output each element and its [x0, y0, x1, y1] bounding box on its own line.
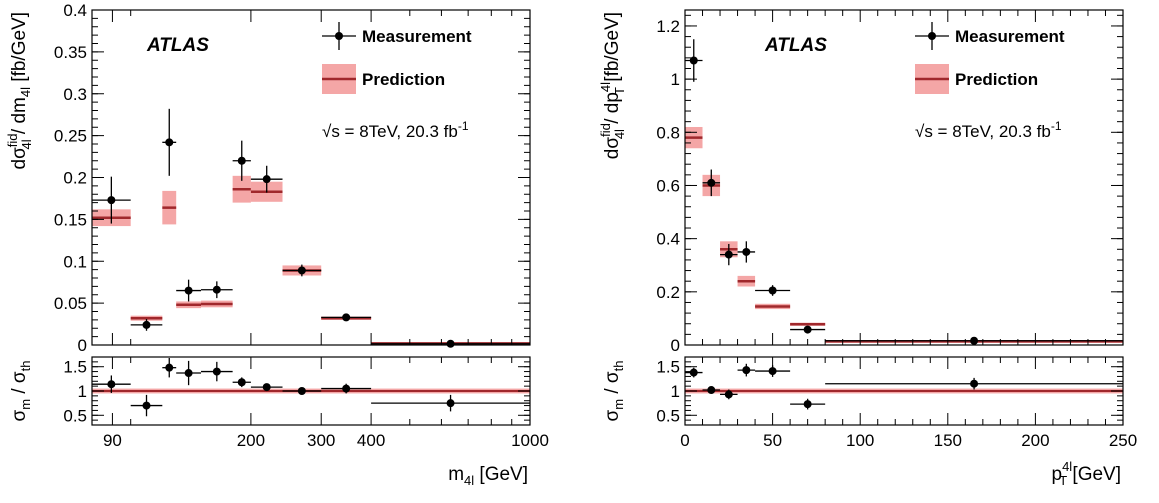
ratio-y-tick-label: 1: [671, 382, 680, 401]
measurement-point: [689, 56, 698, 65]
measurement-point: [237, 156, 246, 165]
legend-measurement-marker: [335, 32, 343, 40]
x-tick-label: 1000: [511, 431, 549, 450]
measurement-point: [342, 313, 351, 322]
measurement-point: [184, 286, 193, 295]
ratio-point: [212, 367, 221, 376]
chart-panel-1: 90 200 300 400 1000 0 0.05 0.1 0.15 0.2 0.25 0.3 0.3…: [5, 1, 549, 488]
ratio-y-tick-label: 0.5: [656, 406, 680, 425]
y-tick-label: 0.25: [54, 127, 87, 146]
y-tick-label: 1.2: [656, 17, 680, 36]
measurement-point: [212, 285, 221, 294]
measurement-point: [742, 247, 751, 256]
ratio-point: [707, 386, 716, 395]
legend-measurement-marker: [928, 32, 936, 40]
x-tick-label: 250: [1109, 431, 1137, 450]
energy-lumi-note: √s = 8TeV, 20.3 fb-1: [322, 119, 469, 141]
x-tick-label: 200: [237, 431, 265, 450]
x-tick-label: 300: [307, 431, 335, 450]
y-tick-label: 0: [671, 336, 680, 355]
measurement-point: [803, 325, 812, 334]
x-tick-label: 0: [680, 431, 689, 450]
x-axis-label: m4l [GeV]: [448, 464, 528, 488]
y-tick-label: 0: [78, 336, 87, 355]
x-tick-label: 90: [103, 431, 122, 450]
measurement-point: [446, 339, 455, 348]
y-tick-label: 0.1: [63, 252, 87, 271]
ratio-point: [184, 369, 193, 378]
legend-prediction-label: Prediction: [955, 70, 1038, 89]
ratio-point: [342, 384, 351, 393]
y-tick-label: 0.3: [63, 85, 87, 104]
ratio-point: [742, 366, 751, 375]
legend-prediction-label: Prediction: [362, 70, 445, 89]
measurement-point: [707, 178, 716, 187]
ratio-point: [446, 399, 455, 408]
ratio-y-axis-label: σm / σth: [9, 361, 33, 422]
y-tick-label: 0.2: [656, 283, 680, 302]
y-tick-label: 1: [671, 70, 680, 89]
y-tick-label: 0.05: [54, 294, 87, 313]
ratio-point: [297, 387, 306, 395]
legend-measurement-label: Measurement: [362, 27, 472, 46]
measurement-point: [165, 138, 174, 147]
measurement-point: [768, 286, 777, 295]
chart-panel-2: 0 50 100 150 200 250 0 0.2 0.4 0.6 0.8 1 1.2 0.5 1 1.5 A…: [598, 9, 1137, 488]
energy-lumi-note: √s = 8TeV, 20.3 fb-1: [915, 119, 1062, 141]
ratio-point: [142, 401, 151, 410]
ratio-y-axis-label: σm / σth: [602, 361, 626, 422]
y-tick-label: 0.6: [656, 176, 680, 195]
ratio-point: [803, 400, 812, 409]
x-tick-label: 50: [763, 431, 782, 450]
ratio-point: [970, 379, 979, 388]
atlas-label: ATLAS: [146, 35, 209, 56]
measurement-point: [297, 266, 306, 275]
measurement-point: [262, 175, 271, 184]
ratio-point: [107, 380, 116, 389]
y-tick-label: 0.35: [54, 43, 87, 62]
main-frame: [91, 9, 531, 346]
y-tick-label: 0.4: [656, 230, 680, 249]
y-axis-label: dσfid4l / dp4lT [fb/GeV]: [598, 12, 627, 159]
x-tick-label: 150: [934, 431, 962, 450]
y-tick-label: 0.4: [63, 1, 87, 20]
measurement-point: [724, 250, 733, 259]
measurement-point: [142, 320, 151, 329]
measurement-point: [970, 336, 979, 345]
x-tick-label: 200: [1021, 431, 1049, 450]
ratio-y-tick-label: 1: [78, 382, 87, 401]
ratio-point: [165, 363, 174, 372]
atlas-label: ATLAS: [764, 35, 827, 56]
y-tick-label: 0.15: [54, 210, 87, 229]
main-frame: [684, 9, 1124, 346]
ratio-point: [768, 367, 777, 376]
legend-measurement-label: Measurement: [955, 27, 1065, 46]
ratio-point: [237, 378, 246, 387]
x-tick-label: 400: [357, 431, 385, 450]
ratio-point: [262, 383, 271, 392]
y-axis-label: dσfid4l / dm4l [fb/GeV]: [5, 12, 34, 170]
ratio-y-tick-label: 0.5: [63, 406, 87, 425]
measurement-point: [107, 196, 116, 205]
ratio-point: [689, 368, 698, 377]
y-tick-label: 0.8: [656, 123, 680, 142]
y-tick-label: 0.2: [63, 169, 87, 188]
x-axis-label: p4l T [GeV]: [1051, 459, 1121, 488]
ratio-point: [724, 390, 733, 399]
ratio-y-tick-label: 1.5: [656, 358, 680, 377]
x-tick-label: 100: [846, 431, 874, 450]
ratio-y-tick-label: 1.5: [63, 358, 87, 377]
